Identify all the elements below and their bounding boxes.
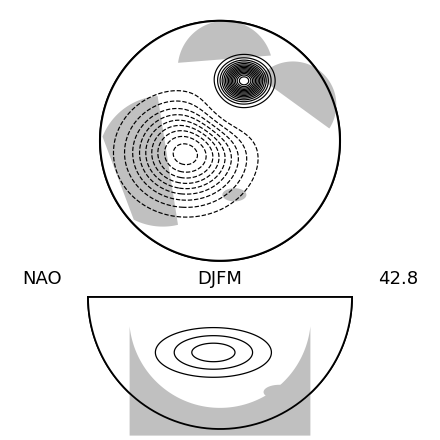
Text: NAO: NAO	[22, 271, 62, 288]
Polygon shape	[130, 326, 310, 436]
Polygon shape	[100, 21, 340, 261]
Text: DJFM: DJFM	[198, 271, 242, 288]
Polygon shape	[88, 297, 352, 429]
Polygon shape	[88, 297, 352, 429]
Polygon shape	[103, 96, 178, 227]
Polygon shape	[259, 62, 336, 128]
Text: 42.8: 42.8	[378, 271, 418, 288]
Polygon shape	[264, 385, 295, 399]
Polygon shape	[100, 21, 340, 261]
Polygon shape	[222, 188, 246, 202]
Polygon shape	[178, 21, 271, 63]
